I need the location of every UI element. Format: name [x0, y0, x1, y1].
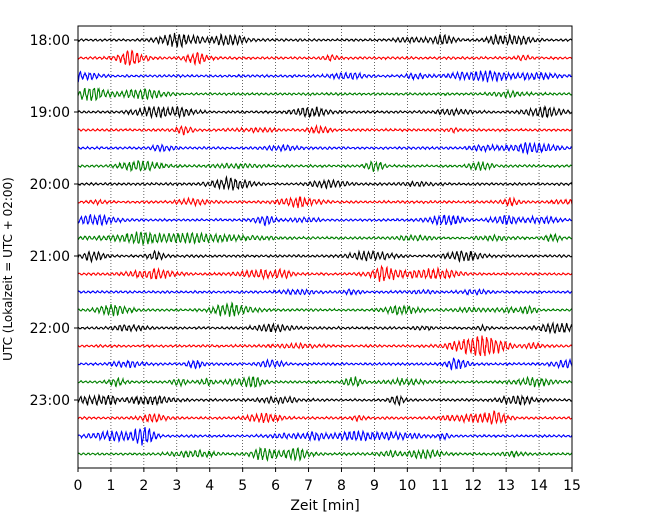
seismogram-trace	[77, 249, 573, 264]
x-tick-label: 2	[139, 478, 148, 494]
seismogram-trace	[77, 264, 573, 282]
x-tick-label: 5	[238, 478, 247, 494]
x-axis: 0 1 2 3 4 5 6 7 8 9 10 11 12 13 14 15	[74, 468, 581, 494]
y-tick-label: 19:00	[30, 105, 70, 121]
y-tick-label: 23:00	[30, 393, 70, 409]
x-axis-label: Zeit [min]	[290, 498, 359, 514]
y-tick-label: 20:00	[30, 177, 70, 193]
seismogram-trace	[77, 195, 573, 209]
seismogram-trace	[77, 123, 573, 136]
seismogram-trace	[77, 426, 573, 446]
seismogram-trace	[77, 105, 573, 120]
plot-frame	[77, 25, 573, 469]
seismogram-trace	[77, 69, 573, 83]
seismogram-trace	[77, 32, 573, 49]
x-tick-label: 12	[464, 478, 482, 494]
x-tick-label: 6	[271, 478, 280, 494]
x-tick-label: 3	[172, 478, 181, 494]
seismogram-trace	[77, 335, 573, 357]
seismogram-trace	[77, 375, 573, 389]
seismogram-trace	[77, 446, 573, 463]
x-tick-label: 13	[497, 478, 515, 494]
y-axis: 18:00 19:00 20:00 21:00 22:00 23:00	[30, 33, 78, 409]
x-tick-label: 4	[205, 478, 214, 494]
trace-group	[77, 32, 573, 463]
seismogram-trace	[77, 141, 573, 156]
x-tick-label: 7	[304, 478, 313, 494]
y-tick-label: 22:00	[30, 321, 70, 337]
seismogram-trace	[77, 49, 573, 67]
seismogram-trace	[77, 321, 573, 335]
x-tick-label: 10	[398, 478, 416, 494]
x-tick-label: 9	[370, 478, 379, 494]
x-tick-label: 15	[563, 478, 581, 494]
seismogram-trace	[77, 393, 573, 407]
x-tick-label: 11	[431, 478, 449, 494]
seismogram-trace	[77, 213, 573, 227]
seismogram-trace	[77, 301, 573, 317]
y-tick-label: 21:00	[30, 249, 70, 265]
x-tick-label: 14	[530, 478, 548, 494]
seismogram-trace	[77, 160, 573, 173]
x-tick-label: 1	[106, 478, 115, 494]
seismogram-trace	[77, 357, 573, 371]
seismogram-trace	[77, 410, 573, 425]
y-axis-label: UTC (Lokalzeit = UTC + 02:00)	[1, 177, 15, 361]
seismogram-trace	[77, 174, 573, 191]
seismogram-trace	[77, 288, 573, 296]
seismogram-trace	[77, 231, 573, 246]
x-tick-label: 8	[337, 478, 346, 494]
seismogram-trace	[77, 87, 573, 102]
x-tick-label: 0	[74, 478, 83, 494]
y-tick-label: 18:00	[30, 33, 70, 49]
